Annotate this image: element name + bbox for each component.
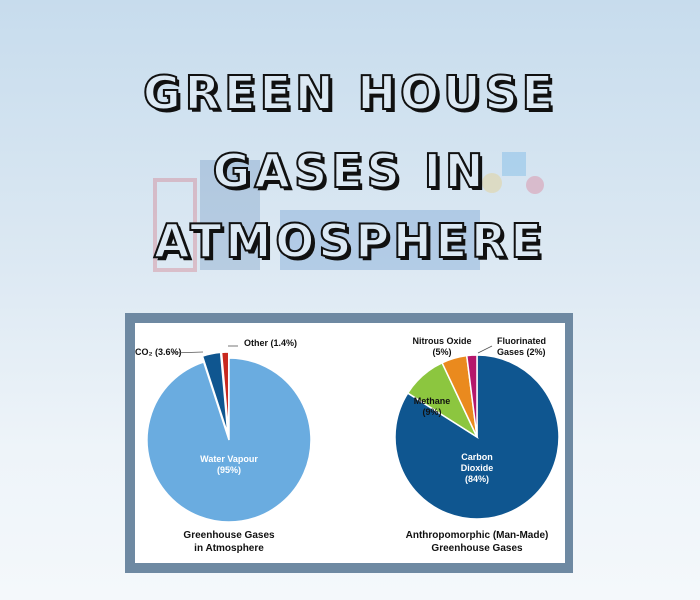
title-line-1: GREEN HOUSE — [142, 66, 558, 120]
pie-slice — [220, 351, 230, 435]
slice-label: Water Vapour (95%) — [200, 454, 258, 475]
slice-label: Methane (9%) — [414, 396, 451, 417]
pie-slice — [146, 357, 312, 523]
chart-title: Greenhouse Gases in Atmosphere — [183, 530, 275, 554]
chart-title: Anthropomorphic (Man-Made) Greenhouse Gas… — [406, 530, 549, 554]
slice-label: Nitrous Oxide (5%) — [412, 336, 471, 357]
pie-slice — [201, 351, 229, 435]
slice-label: Fluorinated Gases (2%) — [497, 336, 546, 357]
slice-label: Carbon Dioxide (84%) — [461, 452, 494, 484]
leader-line — [477, 345, 493, 354]
pie-slice — [465, 354, 478, 438]
slice-label: CO₂ (3.6%) — [135, 347, 182, 357]
pie-slice — [394, 354, 560, 520]
title-line-3: ATMOSPHERE — [153, 214, 546, 268]
leader-line — [171, 351, 204, 354]
slice-label: Other (1.4%) — [244, 338, 297, 348]
title-line-2: GASES IN — [212, 144, 488, 198]
